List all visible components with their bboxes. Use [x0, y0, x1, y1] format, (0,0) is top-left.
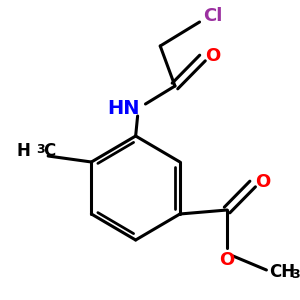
Text: O: O — [220, 251, 235, 269]
Text: 3: 3 — [36, 143, 45, 156]
Text: CH: CH — [269, 263, 295, 281]
Text: Cl: Cl — [204, 7, 223, 25]
Text: O: O — [205, 47, 220, 65]
Text: C: C — [43, 142, 55, 160]
Text: 3: 3 — [292, 268, 300, 281]
Text: HN: HN — [108, 98, 140, 118]
Text: O: O — [255, 173, 270, 191]
Text: H: H — [16, 142, 30, 160]
